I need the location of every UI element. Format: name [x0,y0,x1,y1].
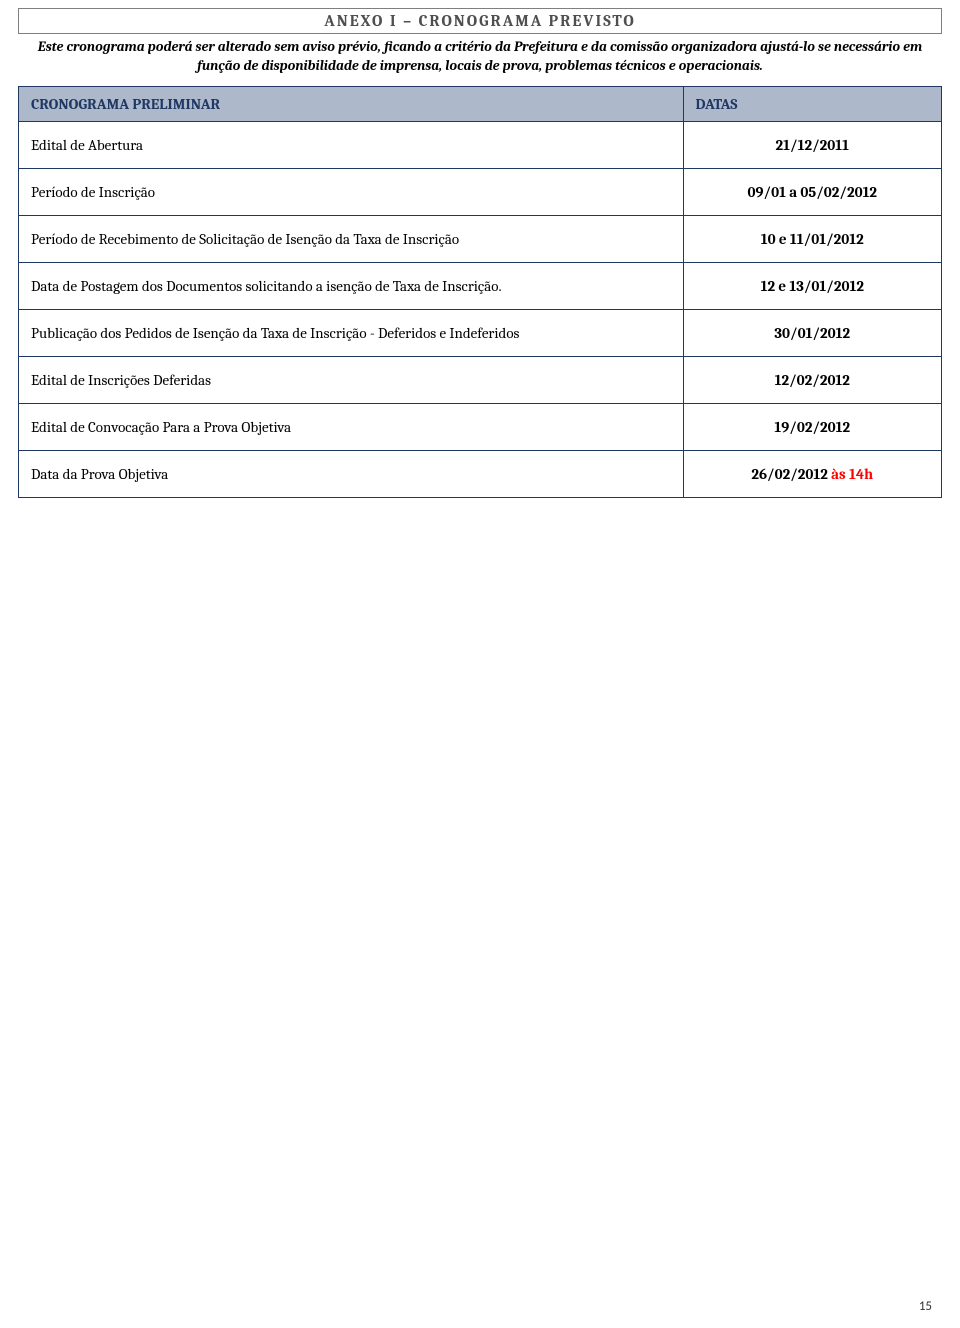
table-row: Edital de Abertura 21/12/2011 [19,121,942,168]
row-label: Edital de Convocação Para a Prova Objeti… [19,403,684,450]
row-date: 19/02/2012 [683,403,941,450]
table-row: Período de Inscrição 09/01 a 05/02/2012 [19,168,942,215]
col-header-label: CRONOGRAMA PRELIMINAR [19,86,684,121]
row-date: 12/02/2012 [683,356,941,403]
row-label: Data de Postagem dos Documentos solicita… [19,262,684,309]
row-date: 09/01 a 05/02/2012 [683,168,941,215]
table-row: Data de Postagem dos Documentos solicita… [19,262,942,309]
row-label: Período de Recebimento de Solicitação de… [19,215,684,262]
anexo-title-bar: ANEXO I – CRONOGRAMA PREVISTO [18,8,942,34]
row-date: 30/01/2012 [683,309,941,356]
row-date: 26/02/2012 às 14h [683,450,941,497]
anexo-title: ANEXO I – CRONOGRAMA PREVISTO [324,12,635,30]
table-row: Edital de Inscrições Deferidas 12/02/201… [19,356,942,403]
row-date: 12 e 13/01/2012 [683,262,941,309]
row-date: 10 e 11/01/2012 [683,215,941,262]
row-date: 21/12/2011 [683,121,941,168]
table-row: Publicação dos Pedidos de Isenção da Tax… [19,309,942,356]
table-row: Edital de Convocação Para a Prova Objeti… [19,403,942,450]
disclaimer-text: Este cronograma poderá ser alterado sem … [18,34,942,86]
schedule-table: CRONOGRAMA PRELIMINAR DATAS Edital de Ab… [18,86,942,498]
table-row: Data da Prova Objetiva 26/02/2012 às 14h [19,450,942,497]
col-header-dates: DATAS [683,86,941,121]
row-label: Data da Prova Objetiva [19,450,684,497]
row-label: Edital de Inscrições Deferidas [19,356,684,403]
row-date-main: 26/02/2012 [751,465,828,483]
row-label: Período de Inscrição [19,168,684,215]
row-label: Edital de Abertura [19,121,684,168]
row-date-suffix: às 14h [828,465,873,483]
table-row: Período de Recebimento de Solicitação de… [19,215,942,262]
table-header-row: CRONOGRAMA PRELIMINAR DATAS [19,86,942,121]
page-number: 15 [919,1299,932,1314]
row-label: Publicação dos Pedidos de Isenção da Tax… [19,309,684,356]
